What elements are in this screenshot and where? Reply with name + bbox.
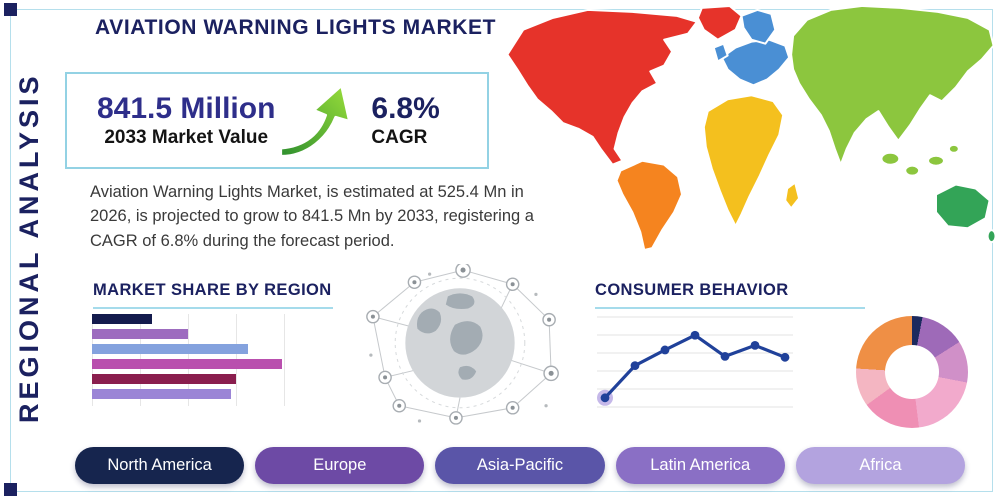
page-title: AVIATION WARNING LIGHTS MARKET	[95, 16, 497, 39]
market-value: 841.5 Million	[97, 92, 276, 125]
corner-square-top-left	[4, 3, 17, 16]
cagr-value: 6.8%	[371, 92, 440, 125]
cagr-label: CAGR	[371, 127, 428, 148]
bar-segment	[92, 374, 236, 384]
bar-segment	[92, 344, 248, 354]
consumer-behavior-heading: CONSUMER BEHAVIOR	[595, 281, 865, 309]
market-value-block: 841.5 Million 2033 Market Value	[97, 92, 275, 149]
market-share-heading: MARKET SHARE BY REGION	[93, 281, 333, 309]
cagr-block: 6.8% CAGR	[371, 92, 439, 149]
region-button-africa[interactable]: Africa	[795, 447, 966, 484]
region-button-asia-pacific[interactable]: Asia-Pacific	[435, 447, 605, 484]
regional-analysis-label: REGIONAL ANALYSIS	[14, 72, 44, 424]
bar-segment	[92, 389, 232, 399]
consumer-donut-chart	[856, 316, 968, 428]
region-button-north-america[interactable]: North America	[75, 447, 245, 484]
bar-segment	[92, 359, 282, 369]
growth-arrow-icon	[277, 80, 359, 162]
region-button-latin-america[interactable]: Latin America	[615, 447, 785, 484]
market-value-label: 2033 Market Value	[104, 127, 269, 148]
market-description: Aviation Warning Lights Market, is estim…	[90, 183, 534, 250]
world-map	[493, 0, 1000, 253]
consumer-behavior-line-chart	[597, 316, 793, 408]
market-share-bar-chart	[92, 314, 332, 406]
corner-square-bottom-left	[4, 483, 17, 496]
bar-segment	[92, 329, 188, 339]
stats-card: 841.5 Million 2033 Market Value 6.8% CAG…	[65, 72, 489, 169]
region-buttons: North America Europe Asia-Pacific Latin Ame…	[75, 447, 966, 484]
bar-segment	[92, 314, 152, 324]
globe-network-illustration	[356, 262, 564, 426]
region-button-europe[interactable]: Europe	[255, 447, 425, 484]
